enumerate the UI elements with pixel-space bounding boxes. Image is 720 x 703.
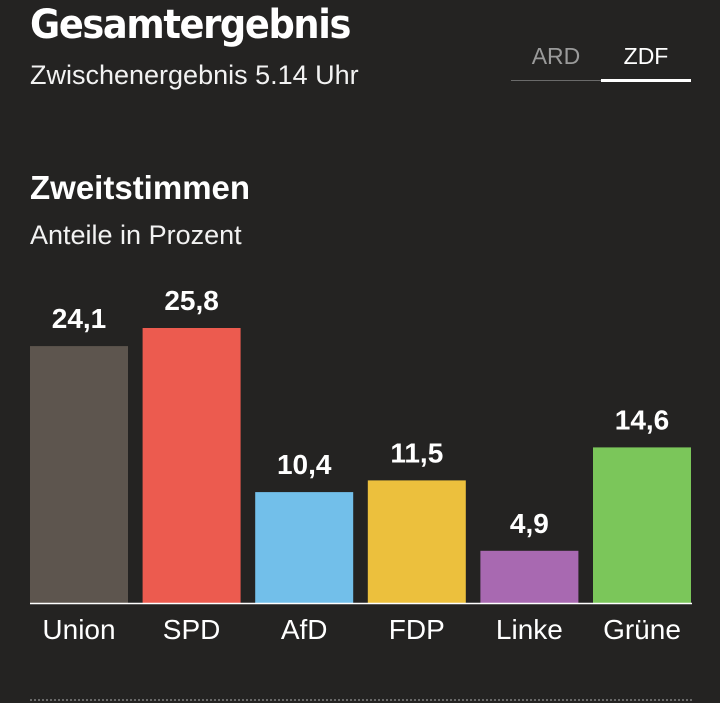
bar-fdp bbox=[367, 480, 466, 603]
bar-afd bbox=[255, 492, 354, 603]
bar-spd bbox=[142, 328, 241, 603]
page-subtitle: Zwischenergebnis 5.14 Uhr bbox=[30, 60, 359, 90]
tab-zdf[interactable]: ZDF bbox=[601, 38, 691, 82]
value-label-union: 24,1 bbox=[52, 303, 107, 334]
category-label-fdp: FDP bbox=[389, 614, 445, 645]
page-title: Gesamtergebnis bbox=[30, 2, 351, 48]
bar-union bbox=[30, 346, 128, 603]
category-label-linke: Linke bbox=[496, 614, 563, 645]
category-label-afd: AfD bbox=[281, 614, 328, 645]
category-label-gruene: Grüne bbox=[603, 614, 681, 645]
tab-ard[interactable]: ARD bbox=[531, 43, 581, 69]
category-label-union: Union bbox=[42, 614, 115, 645]
chart-title: Zweitstimmen bbox=[30, 169, 251, 206]
divider bbox=[30, 699, 692, 701]
value-label-afd: 10,4 bbox=[277, 449, 332, 480]
value-label-spd: 25,8 bbox=[164, 285, 219, 316]
bar-linke bbox=[480, 550, 579, 603]
category-label-spd: SPD bbox=[163, 614, 221, 645]
bar-gruene bbox=[593, 447, 691, 603]
value-label-gruene: 14,6 bbox=[615, 404, 670, 435]
value-label-fdp: 11,5 bbox=[390, 437, 443, 468]
value-label-linke: 4,9 bbox=[510, 508, 549, 539]
chart-subtitle: Anteile in Prozent bbox=[30, 220, 242, 250]
source-tabs: ARD ZDF bbox=[511, 38, 691, 82]
